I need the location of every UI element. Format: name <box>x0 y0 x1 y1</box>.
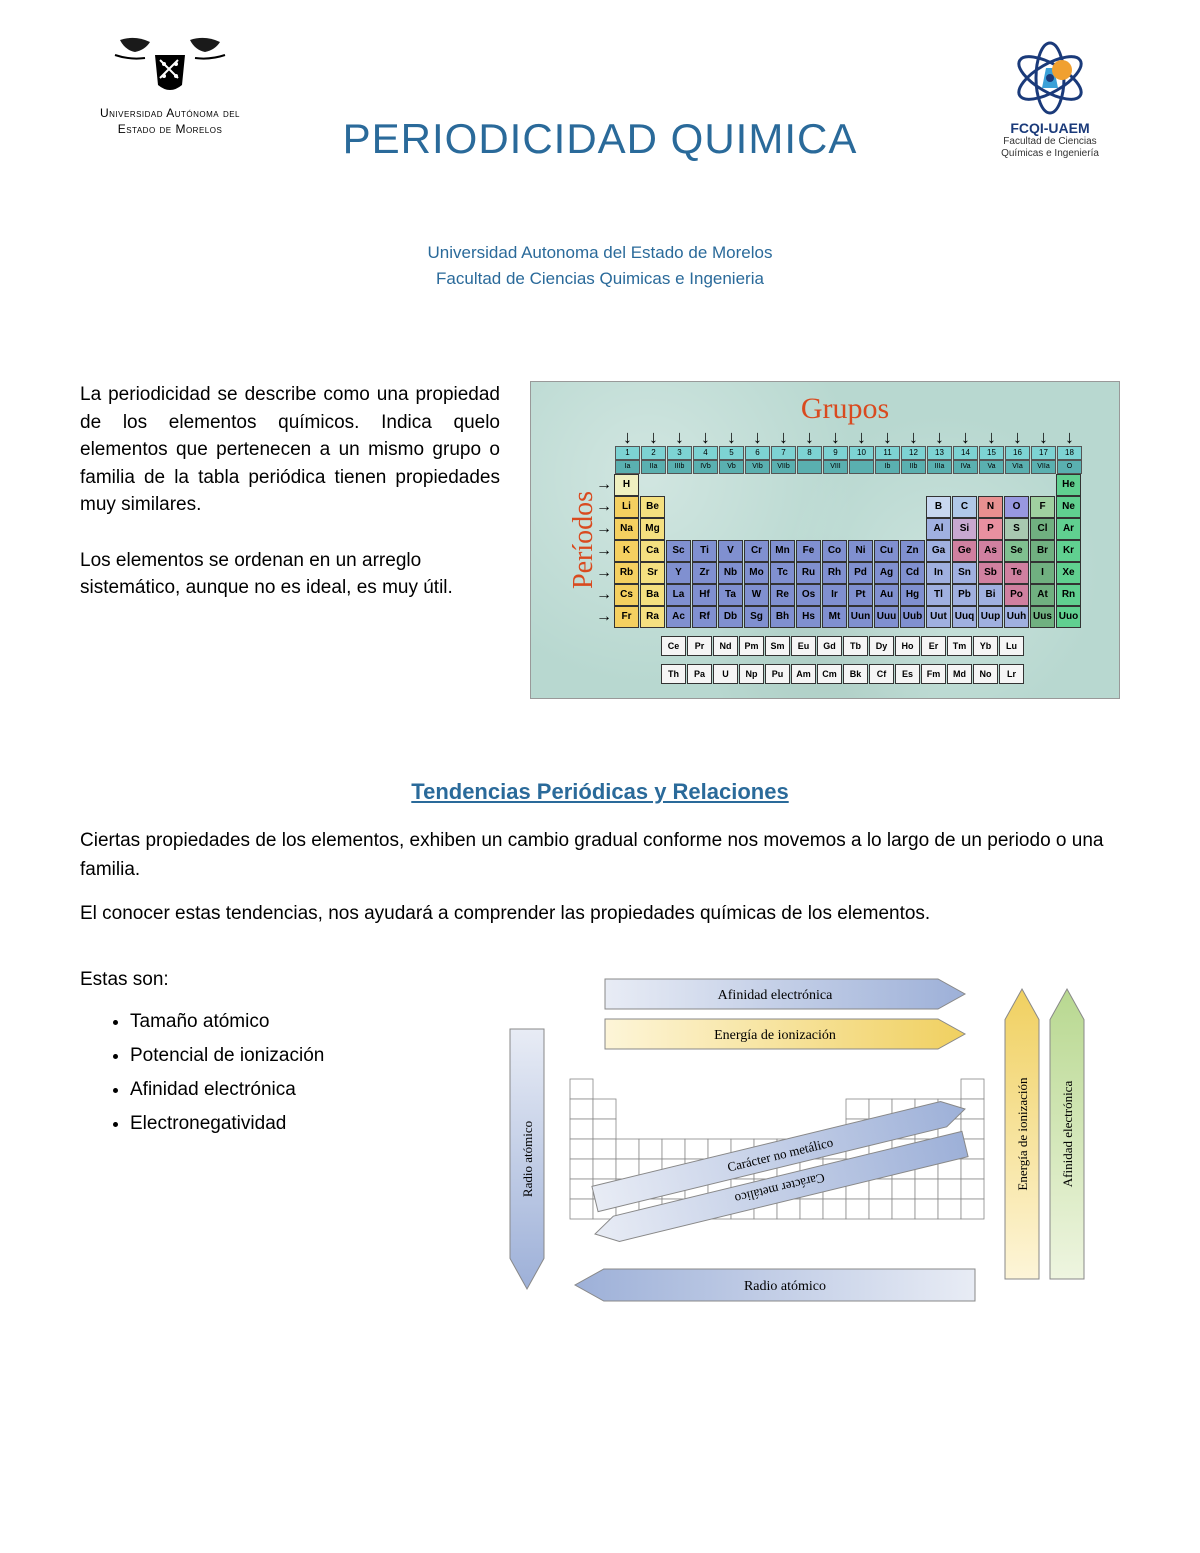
trend-bullet: Potencial de ionización <box>130 1039 440 1073</box>
intro-para-1: La periodicidad se describe como una pro… <box>80 381 500 519</box>
intro-section: La periodicidad se describe como una pro… <box>80 381 1120 699</box>
intro-text: La periodicidad se describe como una pro… <box>80 381 500 602</box>
trend-bullet: Electronegatividad <box>130 1107 440 1141</box>
svg-text:Energía de ionización: Energía de ionización <box>1015 1076 1030 1190</box>
trends-title: Tendencias Periódicas y Relaciones <box>80 779 1120 805</box>
periodic-table-body: ↓↓↓↓↓↓↓↓↓↓↓↓↓↓↓↓↓↓1234567891011121314151… <box>595 428 1105 684</box>
crest-icon <box>100 30 240 100</box>
trends-para-1: Ciertas propiedades de los elementos, ex… <box>80 827 1120 884</box>
university-logo-left: Universidad Autónoma del Estado de Morel… <box>80 30 260 137</box>
trends-intro-section: Tendencias Periódicas y Relaciones Ciert… <box>80 779 1120 929</box>
subtitle-line-2: Facultad de Ciencias Quimicas e Ingenier… <box>80 266 1120 292</box>
trend-bullet: Tamaño atómico <box>130 1005 440 1039</box>
svg-text:Radio atómico: Radio atómico <box>744 1279 826 1294</box>
subtitle-block: Universidad Autonoma del Estado de Morel… <box>80 240 1120 291</box>
trends-list-intro: Estas son: <box>80 969 440 991</box>
trends-bullets: Tamaño atómicoPotencial de ionizaciónAfi… <box>80 1005 440 1142</box>
trends-para-2: El conocer estas tendencias, nos ayudará… <box>80 900 1120 929</box>
svg-text:Afinidad electrónica: Afinidad electrónica <box>718 988 833 1003</box>
faculty-logo-right: FCQI-UAEM Facultad de Ciencias Químicas … <box>980 38 1120 160</box>
page-header: Universidad Autónoma del Estado de Morel… <box>80 30 1120 210</box>
intro-para-2: Los elementos se ordenan en un arreglo s… <box>80 547 500 602</box>
svg-text:Afinidad electrónica: Afinidad electrónica <box>1060 1080 1075 1187</box>
trends-list: Estas son: Tamaño atómicoPotencial de io… <box>80 969 440 1142</box>
university-name: Universidad Autónoma del Estado de Morel… <box>80 106 260 137</box>
subtitle-line-1: Universidad Autonoma del Estado de Morel… <box>80 240 1120 266</box>
faculty-subtitle: Facultad de Ciencias Químicas e Ingenier… <box>980 136 1120 160</box>
svg-text:Energía de ionización: Energía de ionización <box>714 1028 836 1043</box>
periods-label: Períodos <box>568 491 600 589</box>
atom-icon <box>1010 38 1090 118</box>
trends-diagram: Afinidad electrónica Energía de ionizació… <box>470 969 1120 1329</box>
trends-list-section: Estas son: Tamaño atómicoPotencial de io… <box>80 969 1120 1329</box>
trend-bullet: Afinidad electrónica <box>130 1073 440 1107</box>
periodic-table-figure: Grupos Períodos ↓↓↓↓↓↓↓↓↓↓↓↓↓↓↓↓↓↓123456… <box>530 381 1120 699</box>
groups-label: Grupos <box>545 392 1105 426</box>
svg-text:Radio atómico: Radio atómico <box>520 1120 535 1196</box>
faculty-acronym: FCQI-UAEM <box>980 120 1120 136</box>
